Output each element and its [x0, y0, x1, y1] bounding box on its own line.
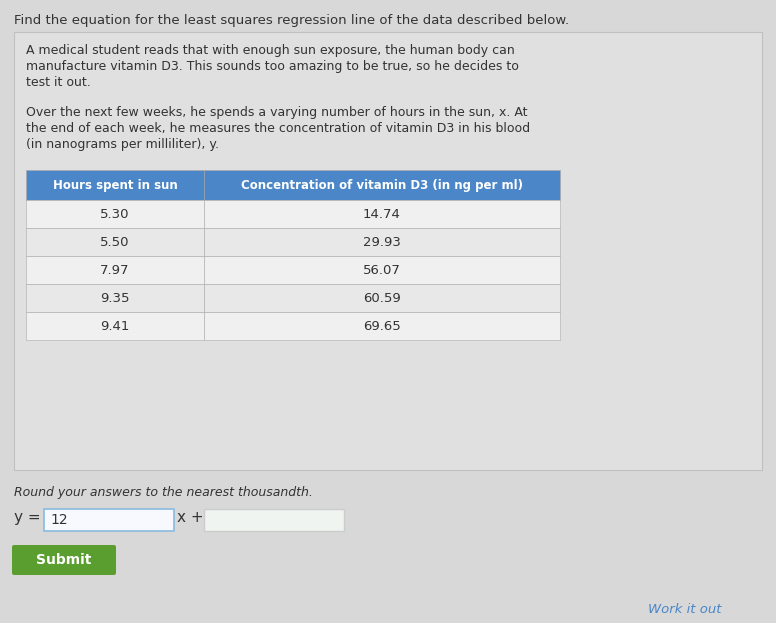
Bar [26, 170, 560, 200]
Bar [26, 200, 204, 228]
FancyBboxPatch shape [12, 545, 116, 575]
Text: Over the next few weeks, he spends a varying number of hours in the sun, x. At: Over the next few weeks, he spends a var… [26, 106, 528, 119]
Bar [26, 312, 204, 340]
Text: Submit: Submit [36, 553, 92, 567]
Text: Concentration of vitamin D3 (in ng per ml): Concentration of vitamin D3 (in ng per m… [241, 179, 523, 191]
Text: 12: 12 [50, 513, 68, 527]
Text: Work it out: Work it out [648, 603, 722, 616]
Bar [26, 228, 204, 256]
Text: (in nanograms per milliliter), y.: (in nanograms per milliliter), y. [26, 138, 219, 151]
Text: Round your answers to the nearest thousandth.: Round your answers to the nearest thousa… [14, 486, 313, 499]
Text: manufacture vitamin D3. This sounds too amazing to be true, so he decides to: manufacture vitamin D3. This sounds too … [26, 60, 519, 73]
Text: 5.30: 5.30 [100, 207, 130, 221]
Bar [204, 284, 560, 312]
Text: 29.93: 29.93 [363, 235, 401, 249]
Bar [204, 312, 560, 340]
Bar [204, 256, 560, 284]
Text: Hours spent in sun: Hours spent in sun [53, 179, 178, 191]
Bar [44, 509, 174, 531]
Text: 7.97: 7.97 [100, 264, 130, 277]
Text: 14.74: 14.74 [363, 207, 401, 221]
Text: 56.07: 56.07 [363, 264, 401, 277]
Text: y =: y = [14, 510, 46, 525]
Text: x +: x + [177, 510, 209, 525]
Bar [26, 256, 204, 284]
Bar [14, 32, 762, 470]
Text: 60.59: 60.59 [363, 292, 401, 305]
Text: A medical student reads that with enough sun exposure, the human body can: A medical student reads that with enough… [26, 44, 514, 57]
Text: the end of each week, he measures the concentration of vitamin D3 in his blood: the end of each week, he measures the co… [26, 122, 530, 135]
Text: 9.41: 9.41 [100, 320, 130, 333]
Text: 5.50: 5.50 [100, 235, 130, 249]
Bar [204, 228, 560, 256]
Bar [204, 509, 344, 531]
Bar [26, 284, 204, 312]
Text: test it out.: test it out. [26, 76, 91, 89]
Text: Find the equation for the least squares regression line of the data described be: Find the equation for the least squares … [14, 14, 569, 27]
Bar [204, 200, 560, 228]
Text: 9.35: 9.35 [100, 292, 130, 305]
Text: 69.65: 69.65 [363, 320, 401, 333]
